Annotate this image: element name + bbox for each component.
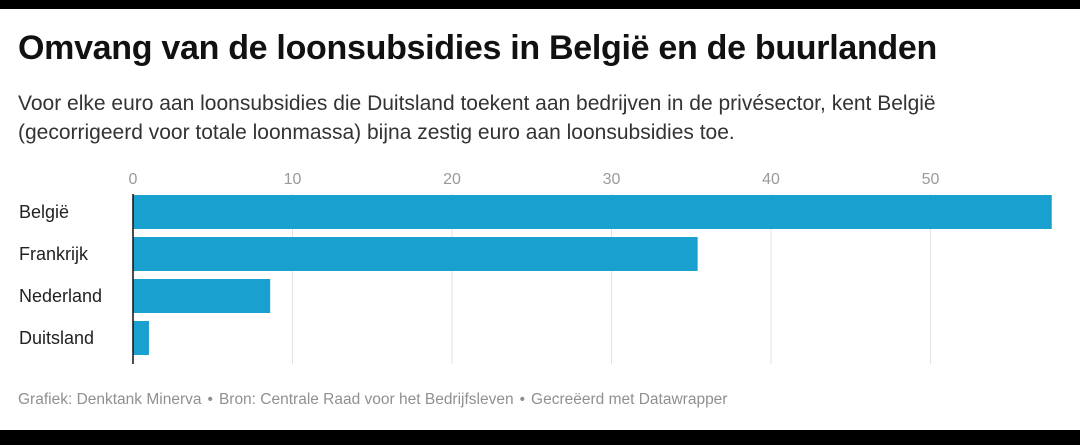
- bar-duitsland: [133, 321, 149, 355]
- x-tick-label: 40: [762, 171, 780, 188]
- bar-frankrijk: [133, 237, 698, 271]
- footer-separator: •: [519, 391, 526, 408]
- category-label: Duitsland: [19, 328, 94, 348]
- chart-subtitle: Voor elke euro aan loonsubsidies die Dui…: [18, 92, 936, 144]
- bar-chart: 0 10 20 30 40 50 België Frankrijk Nederland Duits…: [19, 171, 1052, 364]
- bar-nederland: [133, 279, 271, 313]
- chart-footer: Grafiek: Denktank Minerva • Bron: Centrale…: [18, 391, 727, 409]
- footer-source: Bron: Centrale Raad voor het Bedrijfslev…: [218, 391, 514, 408]
- x-tick-label: 0: [129, 171, 138, 188]
- x-tick-label: 20: [443, 171, 461, 188]
- category-label: Frankrijk: [19, 244, 89, 264]
- footer-credit: Grafiek: Denktank Minerva: [18, 391, 202, 408]
- chart-card: Omvang van de loonsubsidies in België en…: [0, 9, 1080, 430]
- category-label: Nederland: [19, 286, 102, 306]
- x-tick-label: 50: [922, 171, 940, 188]
- category-label: België: [19, 202, 69, 222]
- footer-separator: •: [207, 391, 213, 408]
- chart-title: Omvang van de loonsubsidies in België en…: [18, 29, 937, 67]
- footer-tool: Gecreëerd met Datawrapper: [531, 391, 728, 408]
- x-tick-label: 10: [284, 171, 302, 188]
- x-tick-label: 30: [603, 171, 621, 188]
- bar-belgië: [133, 195, 1052, 229]
